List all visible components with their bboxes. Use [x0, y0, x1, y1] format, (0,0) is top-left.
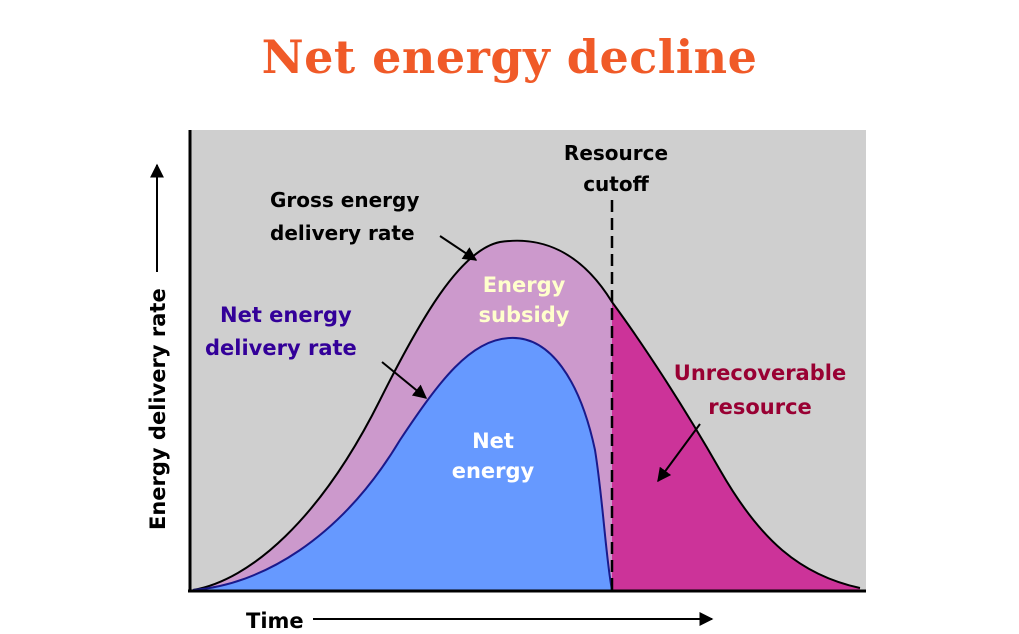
unrecoverable-label-line2: resource: [708, 395, 812, 419]
gross-rate-label-line2: delivery rate: [270, 221, 415, 245]
gross-rate-pointer-arrow: [439, 235, 478, 261]
net-rate-label-line2: delivery rate: [205, 336, 357, 360]
net-rate-pointer-arrow: [381, 361, 428, 399]
net-energy-area: [193, 337, 612, 590]
net-energy-label-line2: energy: [452, 459, 535, 483]
net-rate-label-line1: Net energy: [220, 303, 352, 327]
x-axis-label: Time: [246, 609, 304, 633]
y-axis-label: Energy delivery rate: [146, 288, 170, 530]
unrecoverable-label-line1: Unrecoverable: [674, 361, 846, 385]
net-energy-curve: [192, 336, 613, 591]
resource-cutoff-label-line1: Resource: [564, 141, 668, 165]
unrecoverable-resource-area: [612, 302, 860, 590]
energy-subsidy-label-line2: subsidy: [479, 303, 570, 327]
gross-rate-label-line1: Gross energy: [270, 188, 419, 212]
energy-subsidy-label-line1: Energy: [483, 273, 566, 297]
gross-energy-curve: [192, 239, 861, 591]
resource-cutoff-label-line2: cutoff: [583, 172, 649, 196]
page-title: Net energy decline: [261, 30, 758, 84]
net-energy-label-line1: Net: [472, 429, 514, 453]
unrecoverable-pointer-arrow: [657, 423, 701, 483]
